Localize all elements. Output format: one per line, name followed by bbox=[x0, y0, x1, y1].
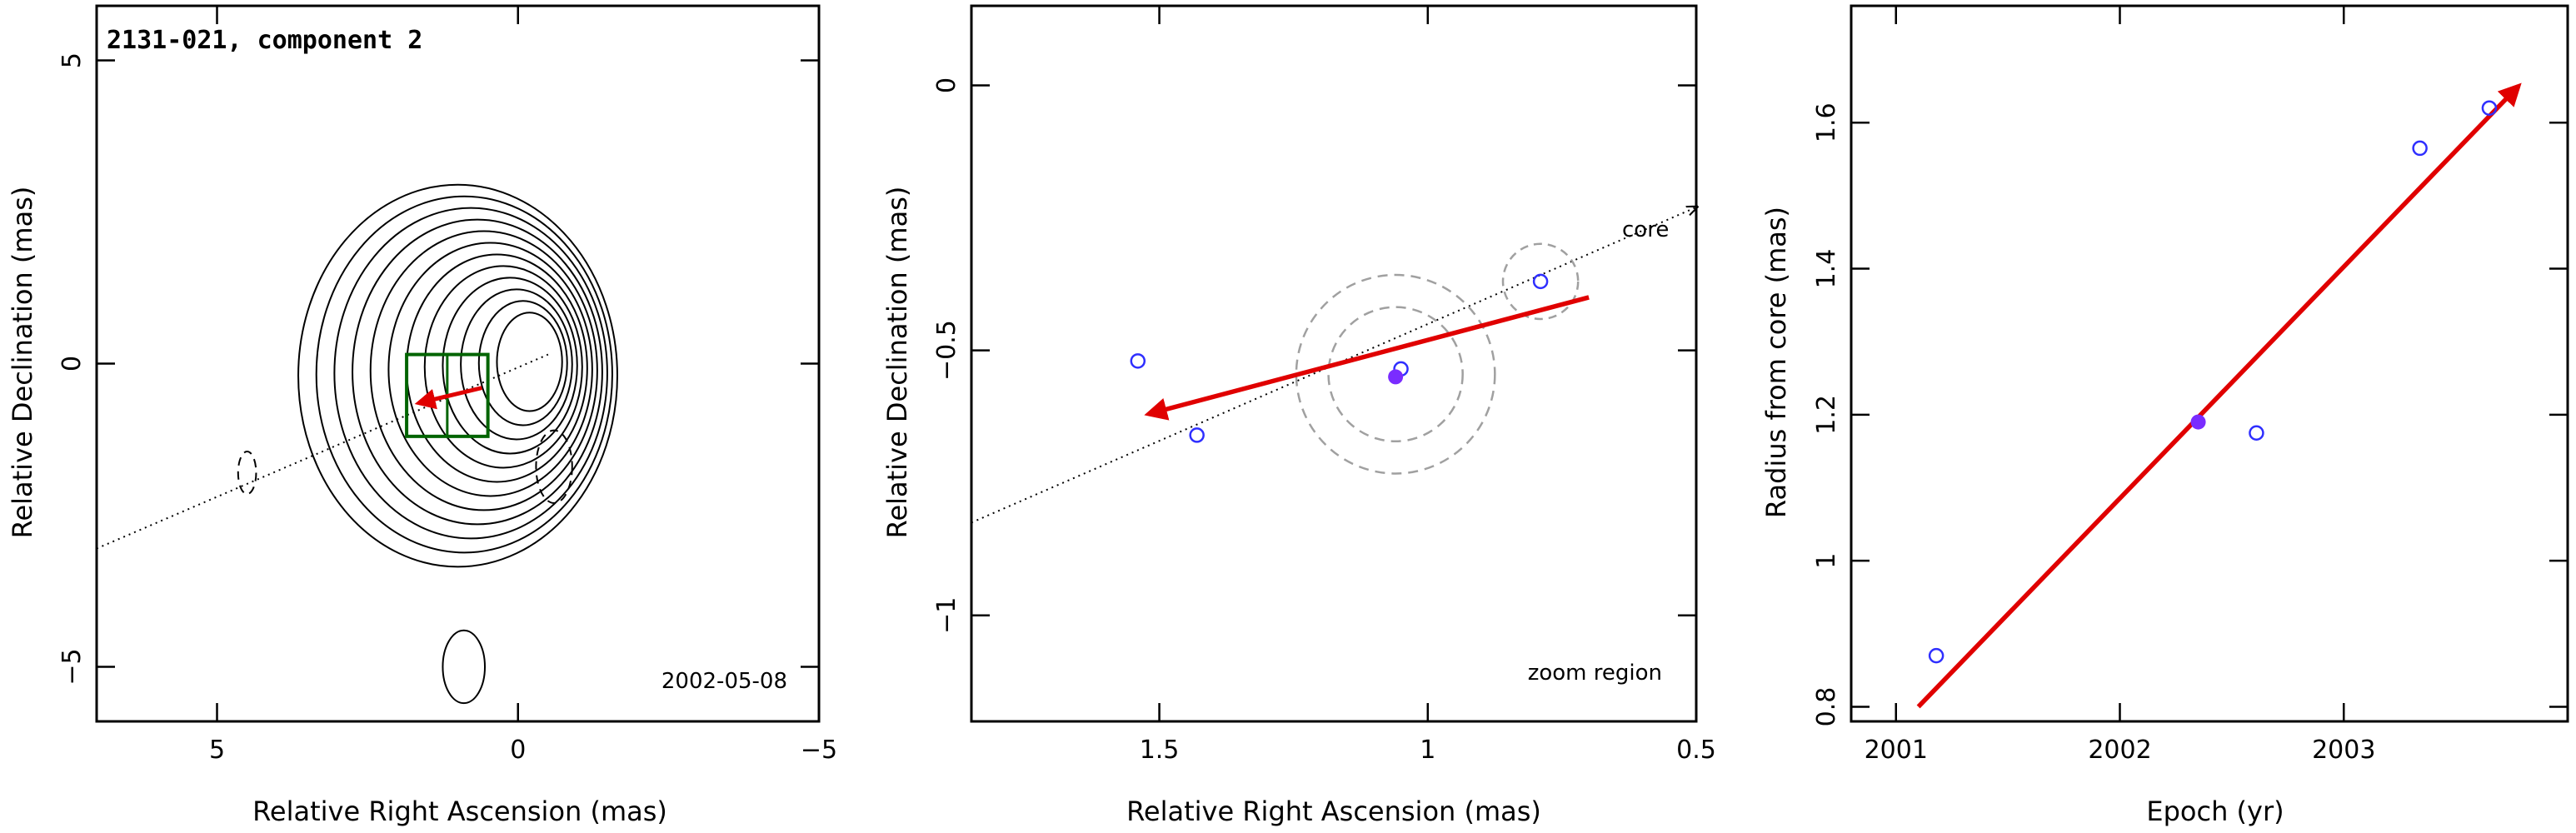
panel-1-date-label: 2002-05-08 bbox=[661, 669, 787, 694]
panel-3-y-tick-label: 1.4 bbox=[1812, 249, 1841, 289]
panel-3-x-tick-label: 2003 bbox=[2312, 736, 2375, 765]
panel-1-y-tick-label: −5 bbox=[57, 648, 87, 685]
panel-3-x-tick-label: 2001 bbox=[1865, 736, 1928, 765]
panel-2-plot-area: 1.5 1 0.5 0 −0.5 −1 bbox=[932, 4, 1716, 765]
panel-1-x-tick-label: 0 bbox=[510, 736, 526, 765]
contour-set bbox=[297, 183, 618, 568]
contour-line bbox=[352, 218, 603, 526]
panel-1-frame bbox=[95, 4, 821, 723]
panel-3-frame bbox=[1850, 4, 2569, 723]
beam-circle bbox=[1327, 306, 1464, 443]
highlight-point bbox=[2190, 414, 2206, 430]
data-point bbox=[2481, 100, 2498, 116]
data-point bbox=[1532, 273, 1549, 290]
contour-line bbox=[460, 288, 573, 441]
contour-line bbox=[369, 230, 598, 511]
panel-3-y-tick-label: 1.2 bbox=[1812, 395, 1841, 435]
panel-1-x-tick-label: 5 bbox=[209, 736, 225, 765]
panel-2-y-tick-label: −0.5 bbox=[932, 320, 961, 381]
contour-line bbox=[333, 207, 608, 540]
panel-1-plot-area: 5 0 −5 5 0 −5 bbox=[57, 4, 837, 765]
motion-arrow bbox=[414, 386, 482, 410]
negative-contour bbox=[237, 451, 257, 496]
panel-3-y-tick-label: 1.6 bbox=[1812, 102, 1841, 142]
panel-1: 5 0 −5 5 0 −5 2131-021, component 2 2002-05-0… bbox=[7, 4, 837, 827]
motion-arrow bbox=[1144, 295, 1590, 421]
contour-line bbox=[297, 183, 618, 568]
contour-line bbox=[423, 265, 583, 469]
panel-3-x-axis-title: Epoch (yr) bbox=[2146, 796, 2284, 827]
contour-line bbox=[387, 242, 593, 497]
core-direction-line bbox=[96, 353, 549, 550]
panel-1-y-axis-title: Relative Declination (mas) bbox=[7, 187, 38, 539]
panel-2-zoom-label: zoom region bbox=[1528, 661, 1662, 686]
panel-2-x-tick-label: 1 bbox=[1420, 736, 1435, 765]
data-point bbox=[2249, 425, 2264, 441]
data-point bbox=[1130, 353, 1146, 369]
highlight-point bbox=[1388, 369, 1404, 385]
data-point bbox=[1928, 647, 1944, 664]
negative-contour bbox=[535, 429, 573, 504]
contour-line bbox=[477, 300, 568, 426]
beam-circle-small bbox=[1501, 242, 1580, 321]
panel-2-x-axis-title: Relative Right Ascension (mas) bbox=[1126, 796, 1541, 827]
panel-2-x-tick-label: 0.5 bbox=[1676, 736, 1716, 765]
panel-3-x-tick-label: 2002 bbox=[2088, 736, 2151, 765]
panel-2-x-tick-label: 1.5 bbox=[1140, 736, 1180, 765]
panel-2-frame bbox=[970, 4, 1698, 723]
panel-3-y-axis-title: Radius from core (mas) bbox=[1760, 207, 1792, 518]
panel-3-plot-area: 2001 2002 2003 0.8 1 1.2 1.4 1.6 bbox=[1812, 4, 2569, 765]
panel-3-y-tick-label: 0.8 bbox=[1812, 687, 1841, 727]
contour-line bbox=[442, 277, 578, 455]
panel-1-y-tick-label: 0 bbox=[57, 356, 87, 372]
panel-1-y-tick-label: 5 bbox=[57, 52, 87, 68]
panel-2-y-tick-label: −1 bbox=[932, 597, 961, 634]
panel-2-core-label: core bbox=[1622, 217, 1669, 242]
data-point bbox=[1189, 427, 1205, 443]
panel-2-y-axis-title: Relative Declination (mas) bbox=[881, 187, 913, 539]
panel-1-x-tick-label: −5 bbox=[801, 736, 837, 765]
panel-3-y-tick-label: 1 bbox=[1812, 553, 1841, 569]
panel-1-x-axis-title: Relative Right Ascension (mas) bbox=[252, 796, 667, 827]
panel-3: 2001 2002 2003 0.8 1 1.2 1.4 1.6 Epoch (yr) Rad… bbox=[1760, 4, 2569, 827]
data-point bbox=[2412, 140, 2428, 157]
fit-arrow bbox=[1916, 82, 2522, 709]
panel-2: 1.5 1 0.5 0 −0.5 −1 zoom region core Relative… bbox=[881, 4, 1716, 827]
contour-line bbox=[315, 195, 613, 554]
side-lobe-contour bbox=[442, 629, 487, 705]
contour-line bbox=[496, 312, 563, 412]
panel-1-title: 2131-021, component 2 bbox=[107, 26, 422, 55]
beam-circle bbox=[1295, 273, 1496, 475]
panel-2-y-tick-label: 0 bbox=[932, 77, 961, 93]
